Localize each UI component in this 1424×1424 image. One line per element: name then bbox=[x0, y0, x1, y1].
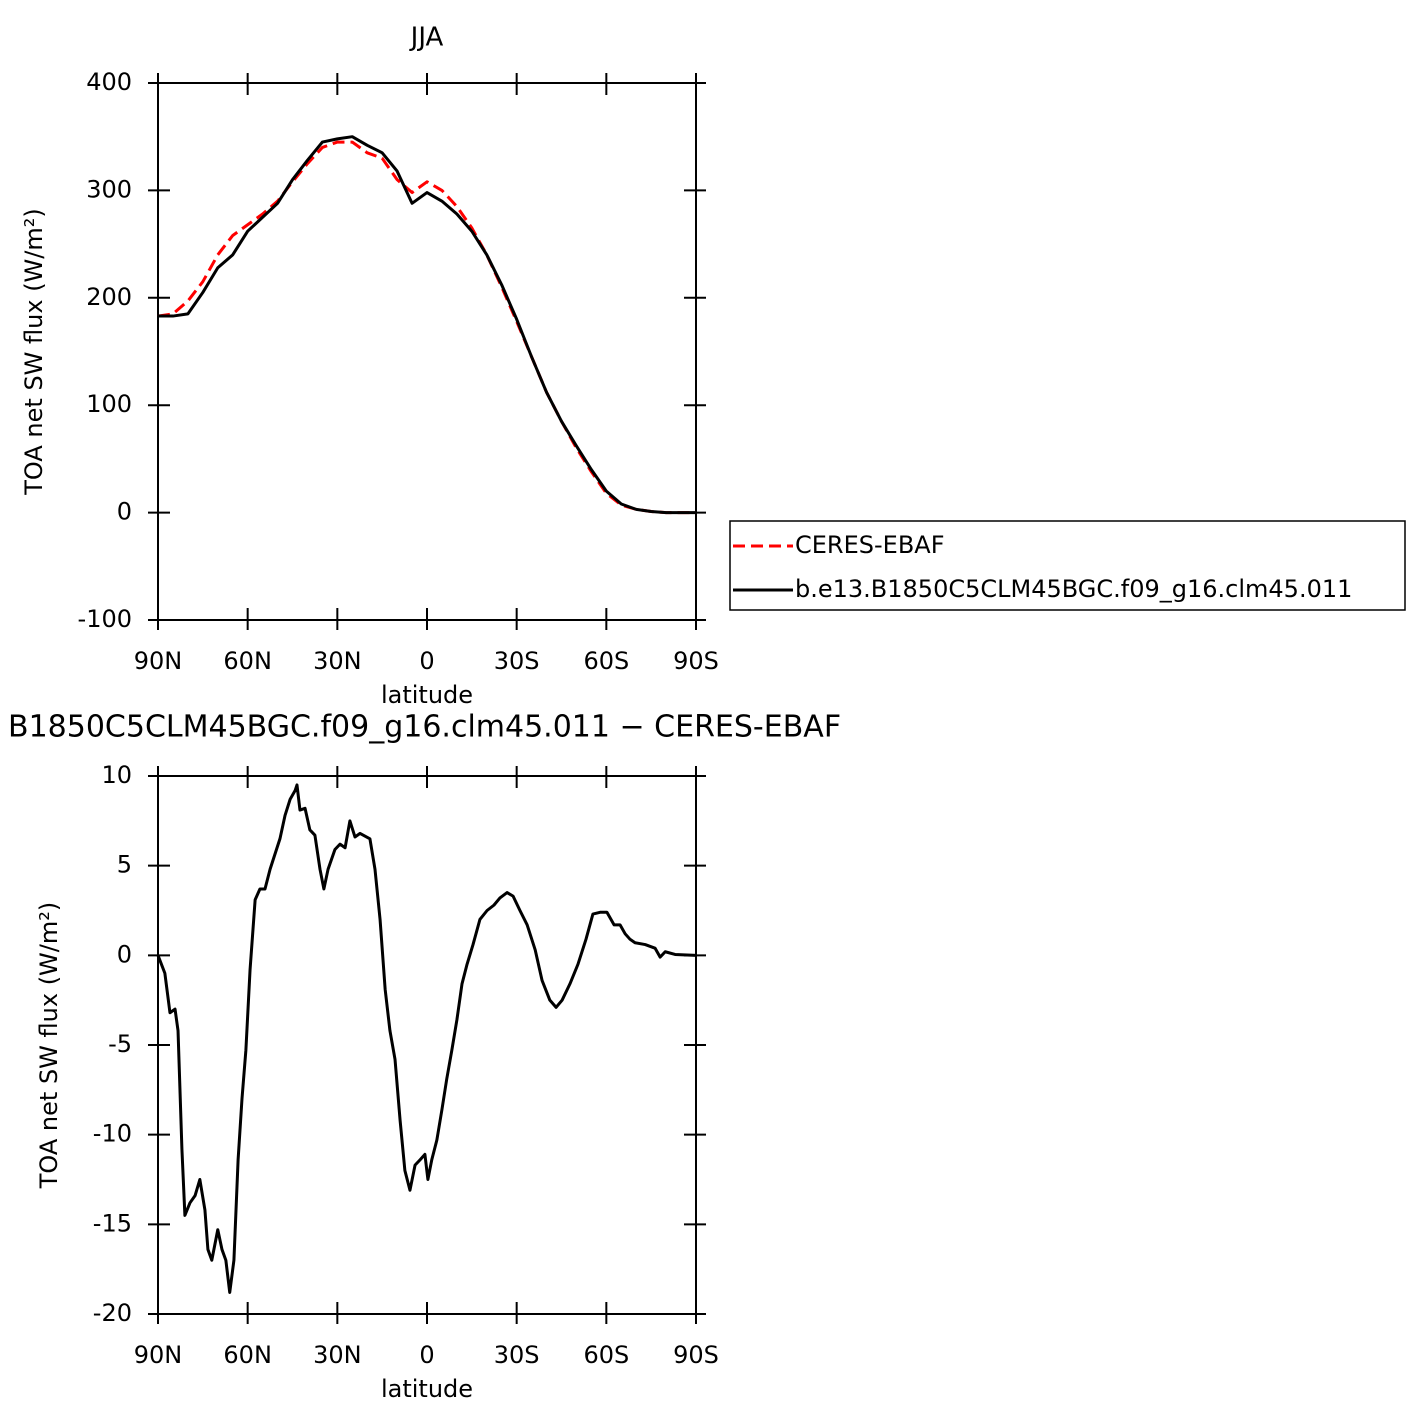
legend-box bbox=[729, 520, 1406, 611]
plot-frame bbox=[157, 775, 697, 1315]
y-tick-label: 0 bbox=[117, 498, 132, 526]
x-axis-label: latitude bbox=[381, 681, 473, 709]
plot-frame bbox=[157, 82, 697, 621]
y-tick-label: -100 bbox=[78, 605, 132, 633]
x-tick-label: 90S bbox=[673, 647, 719, 675]
data-line bbox=[156, 783, 697, 1294]
x-tick-label: 60N bbox=[223, 1341, 272, 1369]
x-tick-label: 60S bbox=[583, 1341, 629, 1369]
y-tick-label: 200 bbox=[86, 283, 132, 311]
x-tick-label: 0 bbox=[419, 1341, 434, 1369]
y-tick-label: 5 bbox=[117, 851, 132, 879]
x-axis-label: latitude bbox=[381, 1375, 473, 1403]
x-tick-label: 90N bbox=[134, 1341, 183, 1369]
y-tick-label: -15 bbox=[93, 1209, 132, 1237]
y-tick-label: -20 bbox=[93, 1299, 132, 1327]
data-line bbox=[158, 135, 696, 515]
legend-label: CERES-EBAF bbox=[795, 531, 945, 559]
x-tick-label: 60N bbox=[223, 647, 272, 675]
y-tick-label: -10 bbox=[93, 1120, 132, 1148]
x-tick-label: 90N bbox=[134, 647, 183, 675]
y-tick-label: 100 bbox=[86, 390, 132, 418]
chart-title: JJA bbox=[409, 23, 444, 53]
x-tick-label: 30S bbox=[494, 647, 540, 675]
x-tick-label: 90S bbox=[673, 1341, 719, 1369]
chart-title: B1850C5CLM45BGC.f09_g16.clm45.011 − CERE… bbox=[8, 710, 841, 745]
x-tick-label: 30N bbox=[313, 647, 362, 675]
legend-label: b.e13.B1850C5CLM45BGC.f09_g16.clm45.011 bbox=[795, 575, 1352, 603]
y-tick-label: 0 bbox=[117, 940, 132, 968]
x-tick-label: 0 bbox=[419, 647, 434, 675]
y-tick-label: 300 bbox=[86, 175, 132, 203]
y-tick-label: 400 bbox=[86, 68, 132, 96]
data-line bbox=[157, 140, 696, 515]
x-tick-label: 30N bbox=[313, 1341, 362, 1369]
y-tick-label: 10 bbox=[101, 761, 132, 789]
y-axis-label: TOA net SW flux (W/m²) bbox=[35, 902, 63, 1190]
y-axis-label: TOA net SW flux (W/m²) bbox=[20, 208, 48, 496]
x-tick-label: 60S bbox=[583, 647, 629, 675]
y-tick-label: -5 bbox=[108, 1030, 132, 1058]
x-tick-label: 30S bbox=[494, 1341, 540, 1369]
